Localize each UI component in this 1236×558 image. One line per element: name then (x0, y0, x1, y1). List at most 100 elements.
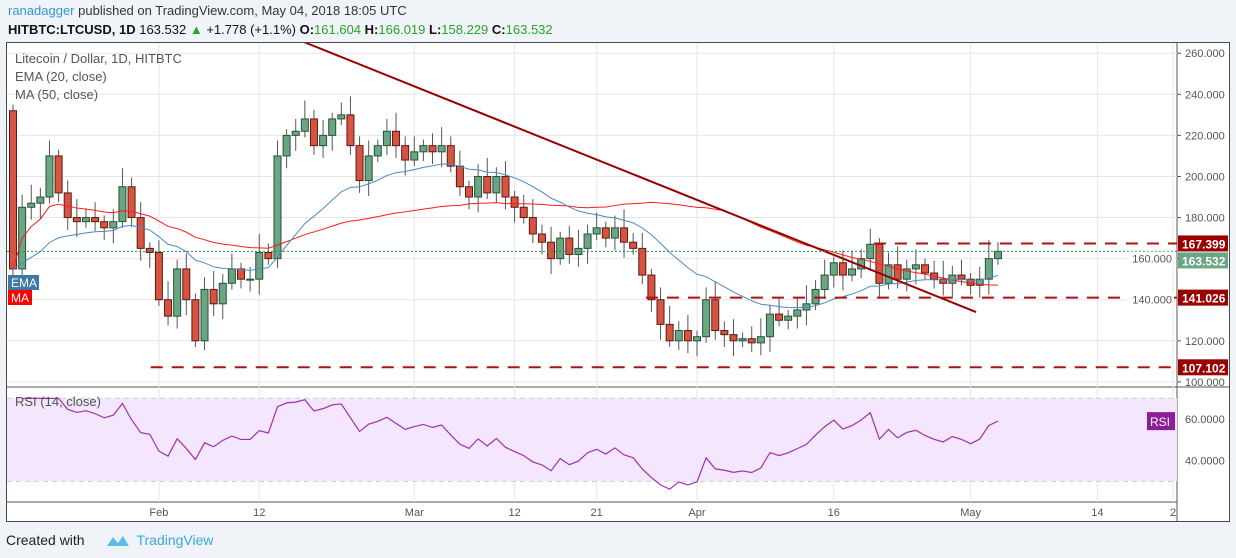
candle (738, 338, 747, 342)
x-tick-label: 21 (591, 507, 603, 519)
candle (346, 114, 355, 147)
rsi-tick-label: 60.0000 (1185, 414, 1225, 426)
candle (492, 175, 501, 194)
candle (702, 299, 711, 338)
x-tick-label: 12 (508, 507, 520, 519)
candle (81, 217, 90, 223)
candle (993, 250, 1002, 260)
chart-frame[interactable]: 100.000 120.000 180.000 200.000 220.000 240.0… (6, 42, 1230, 522)
candle (373, 145, 382, 157)
candle (246, 278, 255, 281)
x-tick-label: 12 (253, 507, 265, 519)
candle (191, 299, 200, 342)
last-price: 163.532 (139, 22, 187, 37)
candle (437, 145, 446, 153)
x-tick-label: 2 (1170, 507, 1176, 519)
legend-title: Litecoin / Dollar, 1D, HITBTC (15, 51, 182, 66)
candle (109, 221, 118, 229)
price-chart[interactable]: 100.000120.000180.000200.000220.000240.0… (7, 43, 1229, 521)
candle (255, 251, 264, 280)
x-tick-label: 16 (828, 507, 840, 519)
candle (656, 299, 665, 325)
candle (182, 268, 191, 301)
level-label: 167.399 (1182, 237, 1226, 251)
candle (54, 155, 63, 194)
symbol: HITBTC:LTCUSD, 1D (8, 22, 136, 37)
high-value: 166.019 (378, 22, 426, 37)
legend-rsi: RSI (14, close) (15, 394, 101, 409)
x-tick-label: Mar (405, 507, 424, 519)
legend-ma: MA (50, close) (15, 87, 98, 102)
candle (838, 262, 847, 276)
candle (118, 186, 127, 223)
candle (565, 237, 574, 256)
candle (537, 233, 546, 243)
candle (136, 217, 145, 249)
candle (264, 251, 273, 260)
ema-line (12, 163, 999, 309)
candle (665, 323, 674, 342)
candle (601, 227, 610, 239)
candle (866, 243, 875, 260)
candle (820, 274, 829, 290)
high-label: H: (364, 22, 379, 37)
candle (711, 299, 720, 332)
footer: Created with TradingView (6, 532, 214, 551)
candle (237, 268, 245, 280)
legend-ema: EMA (20, close) (15, 69, 107, 84)
rsi-tag (1147, 412, 1175, 431)
close-value: 163.532 (505, 22, 553, 37)
candle (793, 309, 802, 317)
level-label: 141.026 (1182, 292, 1226, 306)
level-tag (1178, 235, 1228, 252)
level-label: 107.102 (1182, 361, 1226, 375)
candle (784, 315, 793, 321)
candle (36, 196, 45, 204)
candle (328, 118, 337, 136)
y-tick-label: 200.000 (1185, 171, 1225, 183)
symbol-bar: HITBTC:LTCUSD, 1D 163.532 ▲ +1.778 (+1.1… (8, 22, 553, 37)
candle (164, 299, 173, 317)
tradingview-link[interactable]: TradingView (136, 532, 214, 548)
candle (319, 134, 328, 147)
candle (127, 186, 136, 219)
candle (300, 118, 309, 132)
low-label: L: (429, 22, 442, 37)
candle (775, 313, 784, 321)
x-tick-label: Apr (688, 507, 705, 519)
candle (693, 336, 701, 342)
y-tick-label-bg (1127, 251, 1174, 266)
candle (583, 233, 592, 249)
candle (829, 262, 838, 276)
candle (528, 217, 537, 235)
candle (683, 330, 692, 342)
ma-tag-text: MA (11, 291, 29, 305)
price-change: +1.778 (+1.1%) (206, 22, 296, 37)
candle (45, 155, 54, 198)
y-tick-label: 100.000 (1185, 377, 1225, 389)
trendline (303, 43, 977, 313)
candle (401, 145, 410, 161)
x-tick-label: 14 (1091, 507, 1103, 519)
candle (674, 330, 683, 342)
y-tick-label: 220.000 (1185, 130, 1225, 142)
candle (893, 264, 902, 280)
candle (629, 241, 638, 249)
candle (939, 278, 948, 284)
candle (282, 134, 291, 157)
candle (510, 196, 519, 208)
candle (465, 186, 473, 198)
candle (200, 288, 209, 342)
candle (72, 217, 81, 223)
open-value: 161.604 (314, 22, 362, 37)
y-tick-label: 260.000 (1185, 48, 1225, 60)
candle (884, 264, 893, 284)
close-label: C: (491, 22, 506, 37)
author-link[interactable]: ranadagger (8, 3, 75, 18)
candle (91, 217, 100, 223)
candle (747, 338, 756, 344)
candle (556, 237, 565, 260)
candle (428, 145, 437, 153)
candle (729, 334, 738, 342)
candle (337, 114, 346, 120)
